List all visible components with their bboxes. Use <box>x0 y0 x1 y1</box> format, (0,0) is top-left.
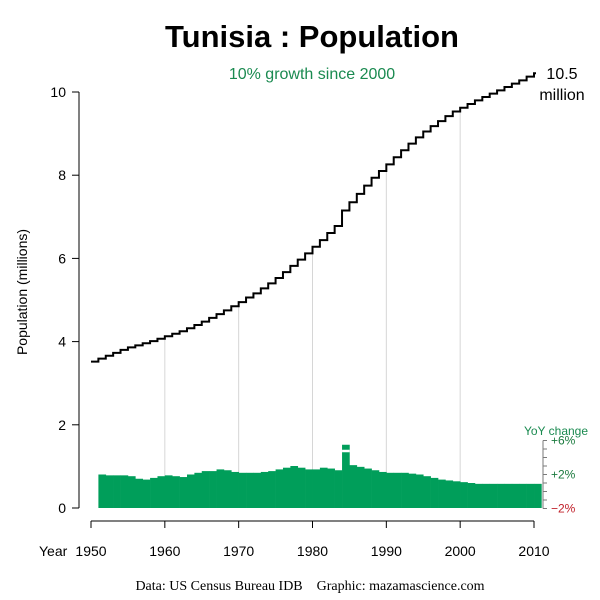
yoy-bar <box>401 472 409 508</box>
yoy-bar <box>474 483 483 508</box>
yoy-bar <box>386 472 395 508</box>
yoy-bar <box>223 470 232 508</box>
y-tick-label: 2 <box>58 417 66 433</box>
yoy-bar <box>393 472 402 508</box>
yoy-bar <box>511 483 520 508</box>
yoy-bar <box>445 480 454 508</box>
y-axis-label: Population (millions) <box>14 229 30 355</box>
yoy-bar <box>482 483 491 508</box>
yoy-bar <box>356 466 365 508</box>
yoy-bar <box>312 469 321 508</box>
chart-title: Tunisia : Population <box>165 19 459 54</box>
yoy-bar <box>290 466 299 508</box>
yoy-bar <box>157 476 166 508</box>
chart-subtitle: 10% growth since 2000 <box>229 66 395 83</box>
yoy-axis-title: YoY change <box>524 424 588 438</box>
x-axis-label: Year <box>39 543 68 559</box>
end-label-unit: million <box>539 87 584 104</box>
yoy-bar <box>282 467 291 508</box>
yoy-bar <box>231 471 239 508</box>
yoy-bar <box>415 474 424 508</box>
yoy-bar <box>534 483 542 508</box>
yoy-bar <box>216 469 225 508</box>
yoy-bar <box>526 483 535 508</box>
yoy-tick-label: −2% <box>551 502 576 516</box>
yoy-bar <box>342 444 350 508</box>
yoy-bar <box>349 465 358 508</box>
yoy-bar <box>430 477 439 508</box>
yoy-bar <box>504 483 513 508</box>
yoy-bar <box>519 483 527 508</box>
yoy-bar <box>319 467 328 508</box>
yoy-bar <box>142 479 151 508</box>
x-tick-label: 1960 <box>149 543 180 559</box>
yoy-bar <box>260 471 269 508</box>
x-tick-label: 1950 <box>75 543 106 559</box>
yoy-bar <box>253 472 262 508</box>
yoy-tick-label: +6% <box>551 434 576 448</box>
yoy-bar <box>164 475 173 508</box>
yoy-bar <box>187 474 195 508</box>
yoy-bar <box>364 468 372 508</box>
end-label-value: 10.5 <box>546 66 577 83</box>
yoy-bar <box>467 483 476 508</box>
yoy-bar <box>120 475 129 508</box>
y-tick-label: 4 <box>58 334 66 350</box>
yoy-bar <box>172 476 180 508</box>
yoy-bar-highlight <box>342 449 350 453</box>
y-tick-label: 8 <box>58 167 66 183</box>
yoy-bar <box>438 479 446 508</box>
population-line <box>91 72 536 363</box>
yoy-bar <box>275 469 284 508</box>
x-tick-label: 2010 <box>518 543 549 559</box>
yoy-bar <box>268 471 276 508</box>
x-tick-label: 1980 <box>297 543 328 559</box>
x-tick-label: 1970 <box>223 543 254 559</box>
yoy-bar <box>105 475 114 508</box>
yoy-bar <box>460 482 468 508</box>
y-tick-label: 10 <box>50 84 66 100</box>
yoy-bar <box>371 470 380 508</box>
yoy-bar <box>246 472 254 508</box>
yoy-bar <box>179 477 188 508</box>
yoy-bar <box>238 472 247 508</box>
yoy-bar <box>497 483 505 508</box>
yoy-bar <box>194 472 203 508</box>
yoy-bar <box>489 483 498 508</box>
yoy-bar <box>127 476 136 508</box>
yoy-bar <box>150 477 158 508</box>
yoy-bar <box>98 474 107 508</box>
x-tick-label: 2000 <box>445 543 476 559</box>
yoy-bar <box>135 478 143 508</box>
yoy-bar <box>305 469 313 508</box>
yoy-tick-label: +2% <box>551 468 576 482</box>
yoy-bar <box>334 470 343 508</box>
yoy-bar <box>452 481 461 508</box>
yoy-bar <box>201 471 210 508</box>
yoy-bar <box>423 476 431 508</box>
yoy-bar <box>327 468 335 508</box>
yoy-bar <box>209 471 217 508</box>
footer-credit: Data: US Census Bureau IDB Graphic: maza… <box>135 579 484 594</box>
y-tick-label: 0 <box>58 500 66 516</box>
yoy-bar <box>408 473 417 508</box>
x-tick-label: 1990 <box>371 543 402 559</box>
yoy-bar <box>378 471 387 508</box>
yoy-bar <box>113 475 121 508</box>
y-tick-label: 6 <box>58 250 66 266</box>
yoy-bar <box>297 467 306 508</box>
